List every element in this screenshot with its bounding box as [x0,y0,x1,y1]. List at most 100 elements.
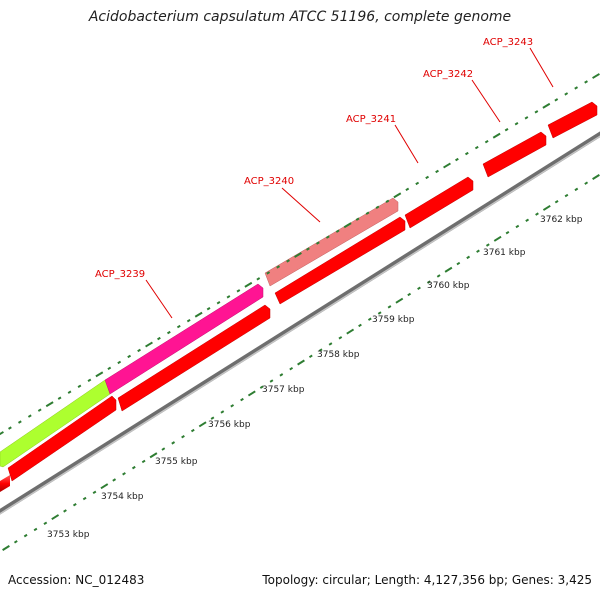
minor-tick [57,396,62,400]
minor-tick [514,122,519,126]
minor-tick [584,181,589,185]
major-tick [145,341,153,348]
minor-tick [286,259,290,263]
gene-feature[interactable] [0,475,10,492]
major-tick [100,483,109,490]
major-tick [493,235,502,242]
minor-tick [112,478,117,482]
gene-feature[interactable] [482,131,547,178]
major-tick [0,431,4,436]
minor-tick [141,459,146,464]
minor-tick [23,533,28,538]
minor-tick [335,229,340,233]
minor-tick [176,324,181,329]
minor-tick [417,286,421,290]
minor-tick [415,181,420,186]
major-tick [149,452,158,459]
kbp-label: 3758 kbp [317,350,360,360]
major-tick [51,514,60,521]
major-tick [45,401,54,408]
kbp-label: 3760 kbp [427,281,470,291]
minor-tick [306,247,310,251]
gene-feature[interactable] [547,101,598,139]
minor-tick [63,509,67,513]
minor-tick [425,175,430,180]
minor-tick [72,503,77,507]
minor-tick [127,354,132,359]
gene-feature[interactable] [404,176,474,229]
gene-feature[interactable] [117,304,271,412]
minor-tick [8,426,12,430]
minor-tick [435,169,439,174]
kbp-label: 3759 kbp [372,315,415,325]
lower-tick-row [2,174,600,551]
minor-tick [464,151,469,156]
minor-tick [276,265,281,269]
upper-tick-row [0,73,600,436]
gene-feature[interactable] [7,395,117,482]
minor-tick [161,447,166,451]
minor-tick [455,157,459,162]
gene-label-acp-3243[interactable]: ACP_3243 [483,37,533,48]
accession-text: Accession: NC_012483 [8,573,145,587]
minor-tick [92,490,97,495]
minor-tick [535,212,539,216]
minor-tick [367,317,372,321]
minor-tick [318,348,323,352]
minor-tick [377,311,382,315]
major-tick [95,371,104,378]
minor-tick [17,420,22,424]
minor-tick [210,416,215,420]
minor-tick [240,397,244,402]
minor-tick [584,80,588,84]
genome-backbone [0,131,600,515]
minor-tick [279,373,284,377]
kbp-label: 3753 kbp [47,530,90,540]
gene-label-acp-3241[interactable]: ACP_3241 [346,114,396,125]
kbp-label: 3761 kbp [483,248,526,258]
gene-label-acp-3239[interactable]: ACP_3239 [95,269,145,280]
minor-tick [574,86,579,90]
major-tick [443,162,451,169]
minor-tick [206,307,211,311]
minor-tick [137,348,141,353]
minor-tick [325,235,330,239]
gene-feature-magenta[interactable] [104,283,264,395]
minor-tick [355,217,360,221]
minor-tick [82,496,87,501]
gene-feature-pink[interactable] [264,197,399,287]
minor-tick [358,323,362,328]
minor-tick [387,305,392,309]
minor-tick [220,410,225,414]
minor-tick [216,301,221,305]
kbp-label: 3756 kbp [208,420,251,430]
minor-tick [405,187,410,192]
minor-tick [484,139,489,144]
major-tick [393,192,402,199]
minor-tick [476,249,480,253]
minor-tick [256,277,261,281]
minor-tick [407,292,412,297]
minor-tick [385,199,390,203]
minor-tick [259,385,264,389]
minor-tick [574,187,579,192]
minor-tick [554,98,559,102]
minor-tick [77,384,82,388]
minor-tick [269,379,274,383]
gene-label-acp-3242[interactable]: ACP_3242 [423,69,473,80]
minor-tick [365,211,370,215]
major-tick [244,281,253,288]
minor-tick [186,318,191,323]
minor-tick [181,435,185,439]
minor-tick [27,414,32,418]
gene-label-acp-3240[interactable]: ACP_3240 [244,176,294,187]
gene-feature[interactable] [274,216,406,305]
minor-tick [315,241,320,245]
minor-tick [474,145,479,150]
minor-tick [524,116,529,120]
major-tick [198,421,207,428]
minor-tick [33,527,38,532]
kbp-label: 3755 kbp [155,457,198,467]
